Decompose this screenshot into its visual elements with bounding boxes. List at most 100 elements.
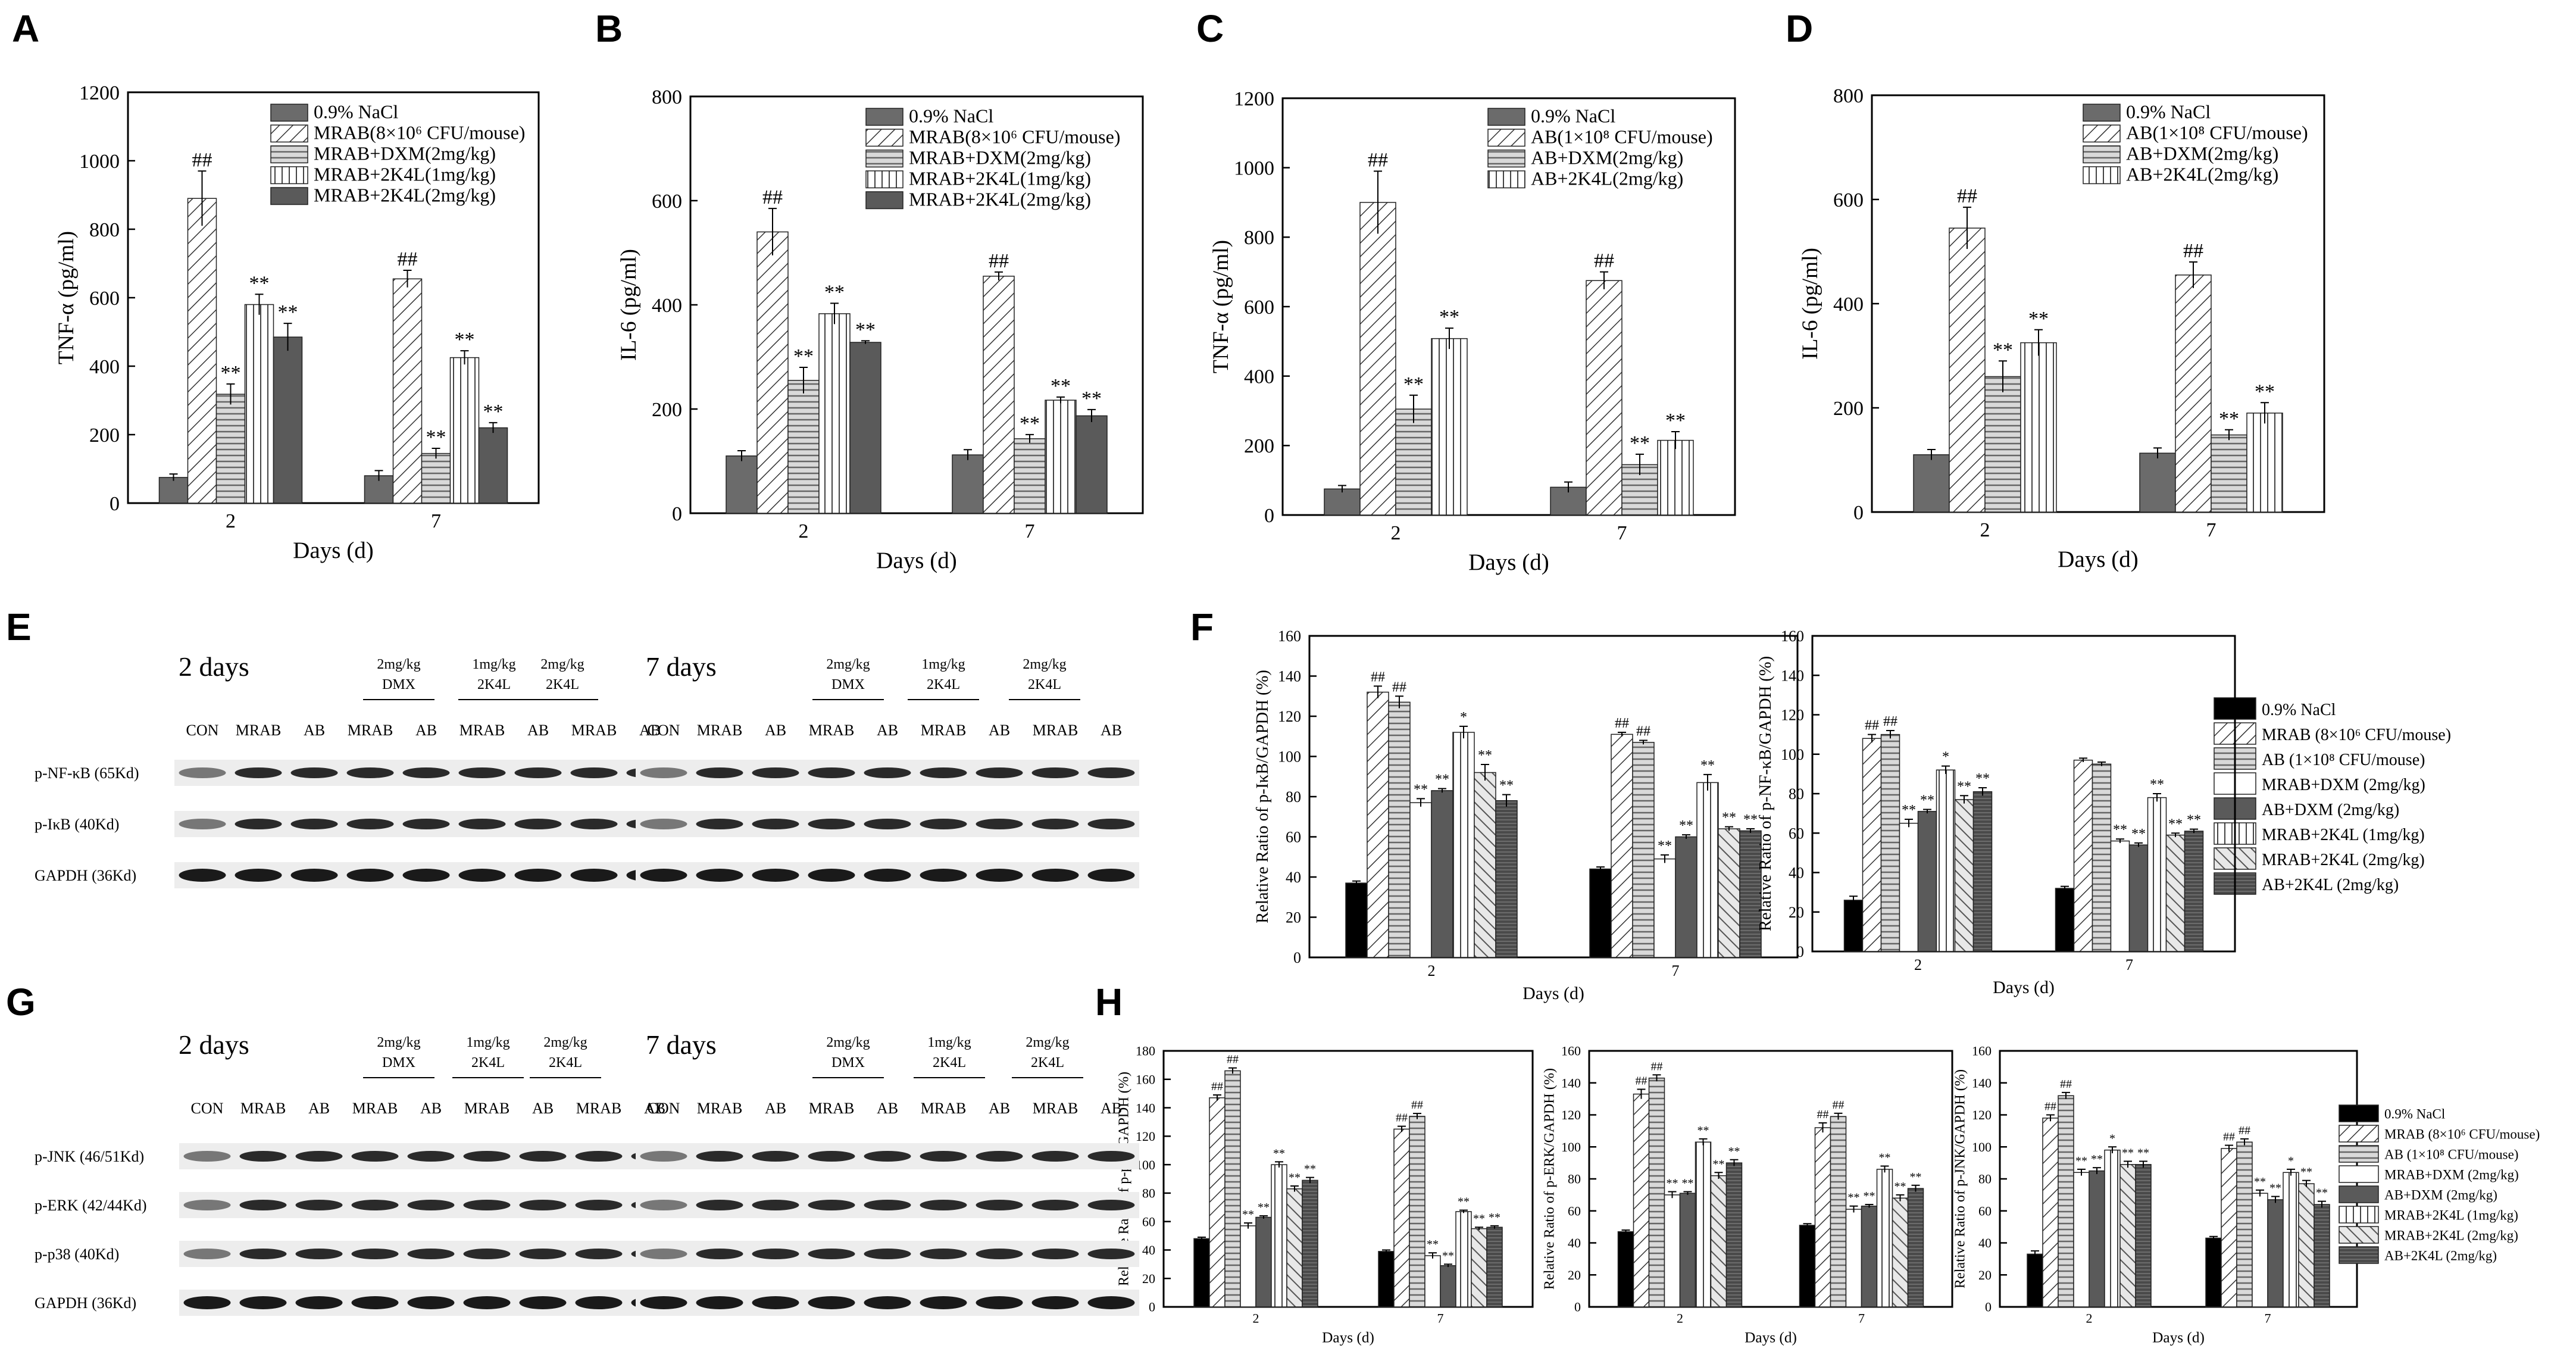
significance-mark: ##: [1411, 1099, 1423, 1112]
blot-band: [290, 767, 338, 778]
blot-band: [864, 1249, 911, 1259]
blot-group-line1: 2mg/kg: [1023, 657, 1066, 672]
y-tick-label: 60: [1286, 829, 1301, 846]
x-tick-label: 7: [431, 510, 441, 532]
blot-row-label: p-p38 (40Kd): [35, 1246, 119, 1263]
blot-band: [864, 1151, 911, 1162]
y-axis-label: TNF-α (pg/ml): [54, 231, 79, 364]
blot-lane-label: MRAB: [809, 1100, 855, 1117]
blot-band: [346, 869, 394, 882]
blot-lane-label: AB: [989, 722, 1010, 739]
bar-D-s3-c0: [2020, 342, 2057, 513]
y-tick-label: 800: [652, 86, 682, 108]
y-tick-label: 160: [1136, 1072, 1155, 1087]
blot-band: [696, 1200, 743, 1210]
blot-band: [519, 1200, 567, 1210]
blot-band: [1087, 1200, 1135, 1210]
blot-band: [696, 1249, 743, 1259]
y-tick-label: 20: [1568, 1268, 1581, 1282]
bar-A-s4-c0: [273, 336, 303, 504]
panel-label-A: A: [12, 7, 39, 50]
blot-group-line1: 1mg/kg: [466, 1035, 509, 1050]
chart-C: C 0 200 400 600 800 1000 1200 TNF-α (pg/ml) Days …: [1196, 7, 1736, 575]
blot-group-line1: 2mg/kg: [543, 1035, 587, 1050]
legend-swatch: [2339, 1104, 2379, 1122]
significance-mark: **: [1697, 1124, 1709, 1137]
y-tick-label: 140: [1972, 1075, 1992, 1090]
blot-band: [351, 1296, 399, 1309]
legend-swatch: [865, 129, 904, 147]
legend-label: MRAB+2K4L(2mg/kg): [314, 185, 496, 206]
significance-mark: ##: [1368, 149, 1388, 171]
significance-mark: **: [2122, 1146, 2134, 1159]
significance-mark: **: [1242, 1208, 1254, 1221]
bar-C-s1-c1: [1586, 280, 1622, 516]
bar-A-s3-c0: [244, 304, 274, 504]
blot-band: [920, 1249, 967, 1259]
bar-H2-s6-c0: [1710, 1175, 1727, 1307]
blot-lane-label: MRAB: [236, 722, 282, 739]
blot-band: [1031, 767, 1079, 778]
significance-mark: ##: [1615, 716, 1629, 731]
significance-mark: **: [221, 362, 241, 384]
bar-A-s2-c1: [421, 452, 451, 504]
y-axis-label: Relative Ratio of p-NF-κB/GAPDH (%): [1756, 656, 1775, 931]
y-tick-label: 1200: [1234, 88, 1274, 110]
blot-band: [458, 767, 506, 778]
blot-band: [407, 1151, 455, 1162]
legend-label: MRAB+2K4L (1mg/kg): [2384, 1207, 2518, 1222]
bar-F2-s1-c0: [1862, 738, 1882, 952]
bar-F2-s7-c1: [2184, 831, 2204, 952]
bar-A-s4-c1: [478, 427, 508, 504]
bar-F2-s4-c0: [1917, 811, 1937, 952]
legend-swatch: [2083, 124, 2121, 143]
significance-mark: **: [1473, 1212, 1485, 1225]
legend-label: MRAB+2K4L(2mg/kg): [909, 189, 1091, 210]
blot-band: [976, 1151, 1023, 1162]
blot-lane-label: MRAB: [697, 722, 743, 739]
y-tick-label: 120: [1781, 707, 1804, 724]
legend-label: 0.9% NaCl: [2384, 1106, 2445, 1121]
blot-band: [514, 869, 562, 882]
blot-title-right: 7 days: [646, 1029, 717, 1060]
blot-group-line2: 2K4L: [1031, 1055, 1064, 1071]
blot-band: [1031, 1200, 1079, 1210]
blot-panel-G: 2 days 2mg/kg DMX 1mg/kg 2K4L 2mg/kg 2K4L CON MR…: [35, 1029, 1139, 1316]
blot-band: [295, 1296, 343, 1309]
blot-band: [920, 819, 967, 829]
bar-H2-s2-c1: [1830, 1116, 1847, 1307]
bar-H2-s7-c0: [1725, 1162, 1743, 1307]
blot-lane-label: MRAB: [352, 1100, 398, 1117]
bar-B-s4-c0: [849, 342, 881, 514]
blot-band: [514, 767, 562, 778]
bar-H1-s6-c1: [1471, 1228, 1487, 1307]
blot-lane-label: MRAB: [1033, 722, 1078, 739]
blot-band: [976, 1249, 1023, 1259]
y-tick-label: 20: [1142, 1271, 1155, 1286]
y-tick-label: 20: [1978, 1268, 1992, 1282]
x-axis-label: Days (d): [293, 538, 374, 563]
bar-H2-s6-c1: [1892, 1197, 1909, 1307]
blot-lane-label: AB: [420, 1100, 442, 1117]
legend-swatch: [865, 170, 904, 189]
chart-A: A 0 200 400 600 800 1000 1200 TNF-α (pg/ml) Days …: [12, 7, 540, 563]
legend-swatch: [2339, 1125, 2379, 1143]
blot-band: [458, 869, 506, 882]
blot-band: [183, 1151, 231, 1162]
significance-mark: **: [1020, 413, 1040, 435]
legend-label: AB+DXM (2mg/kg): [2262, 801, 2399, 819]
blot-band: [519, 1151, 567, 1162]
significance-mark: **: [1439, 306, 1459, 328]
blot-band: [864, 869, 911, 882]
significance-mark: **: [1722, 810, 1736, 826]
legend-swatch: [2083, 104, 2121, 122]
y-tick-label: 20: [1286, 909, 1301, 926]
bar-H2-s5-c1: [1876, 1169, 1893, 1307]
significance-mark: **: [1864, 1190, 1875, 1203]
blot-lane-label: AB: [877, 722, 898, 739]
significance-mark: **: [1458, 1196, 1470, 1209]
x-axis-label: Days (d): [1745, 1329, 1797, 1346]
y-axis-label: IL-6 (pg/ml): [617, 249, 641, 361]
legend-label: 0.9% NaCl: [2126, 101, 2211, 123]
legend-label: AB+DXM(2mg/kg): [1531, 147, 1683, 168]
